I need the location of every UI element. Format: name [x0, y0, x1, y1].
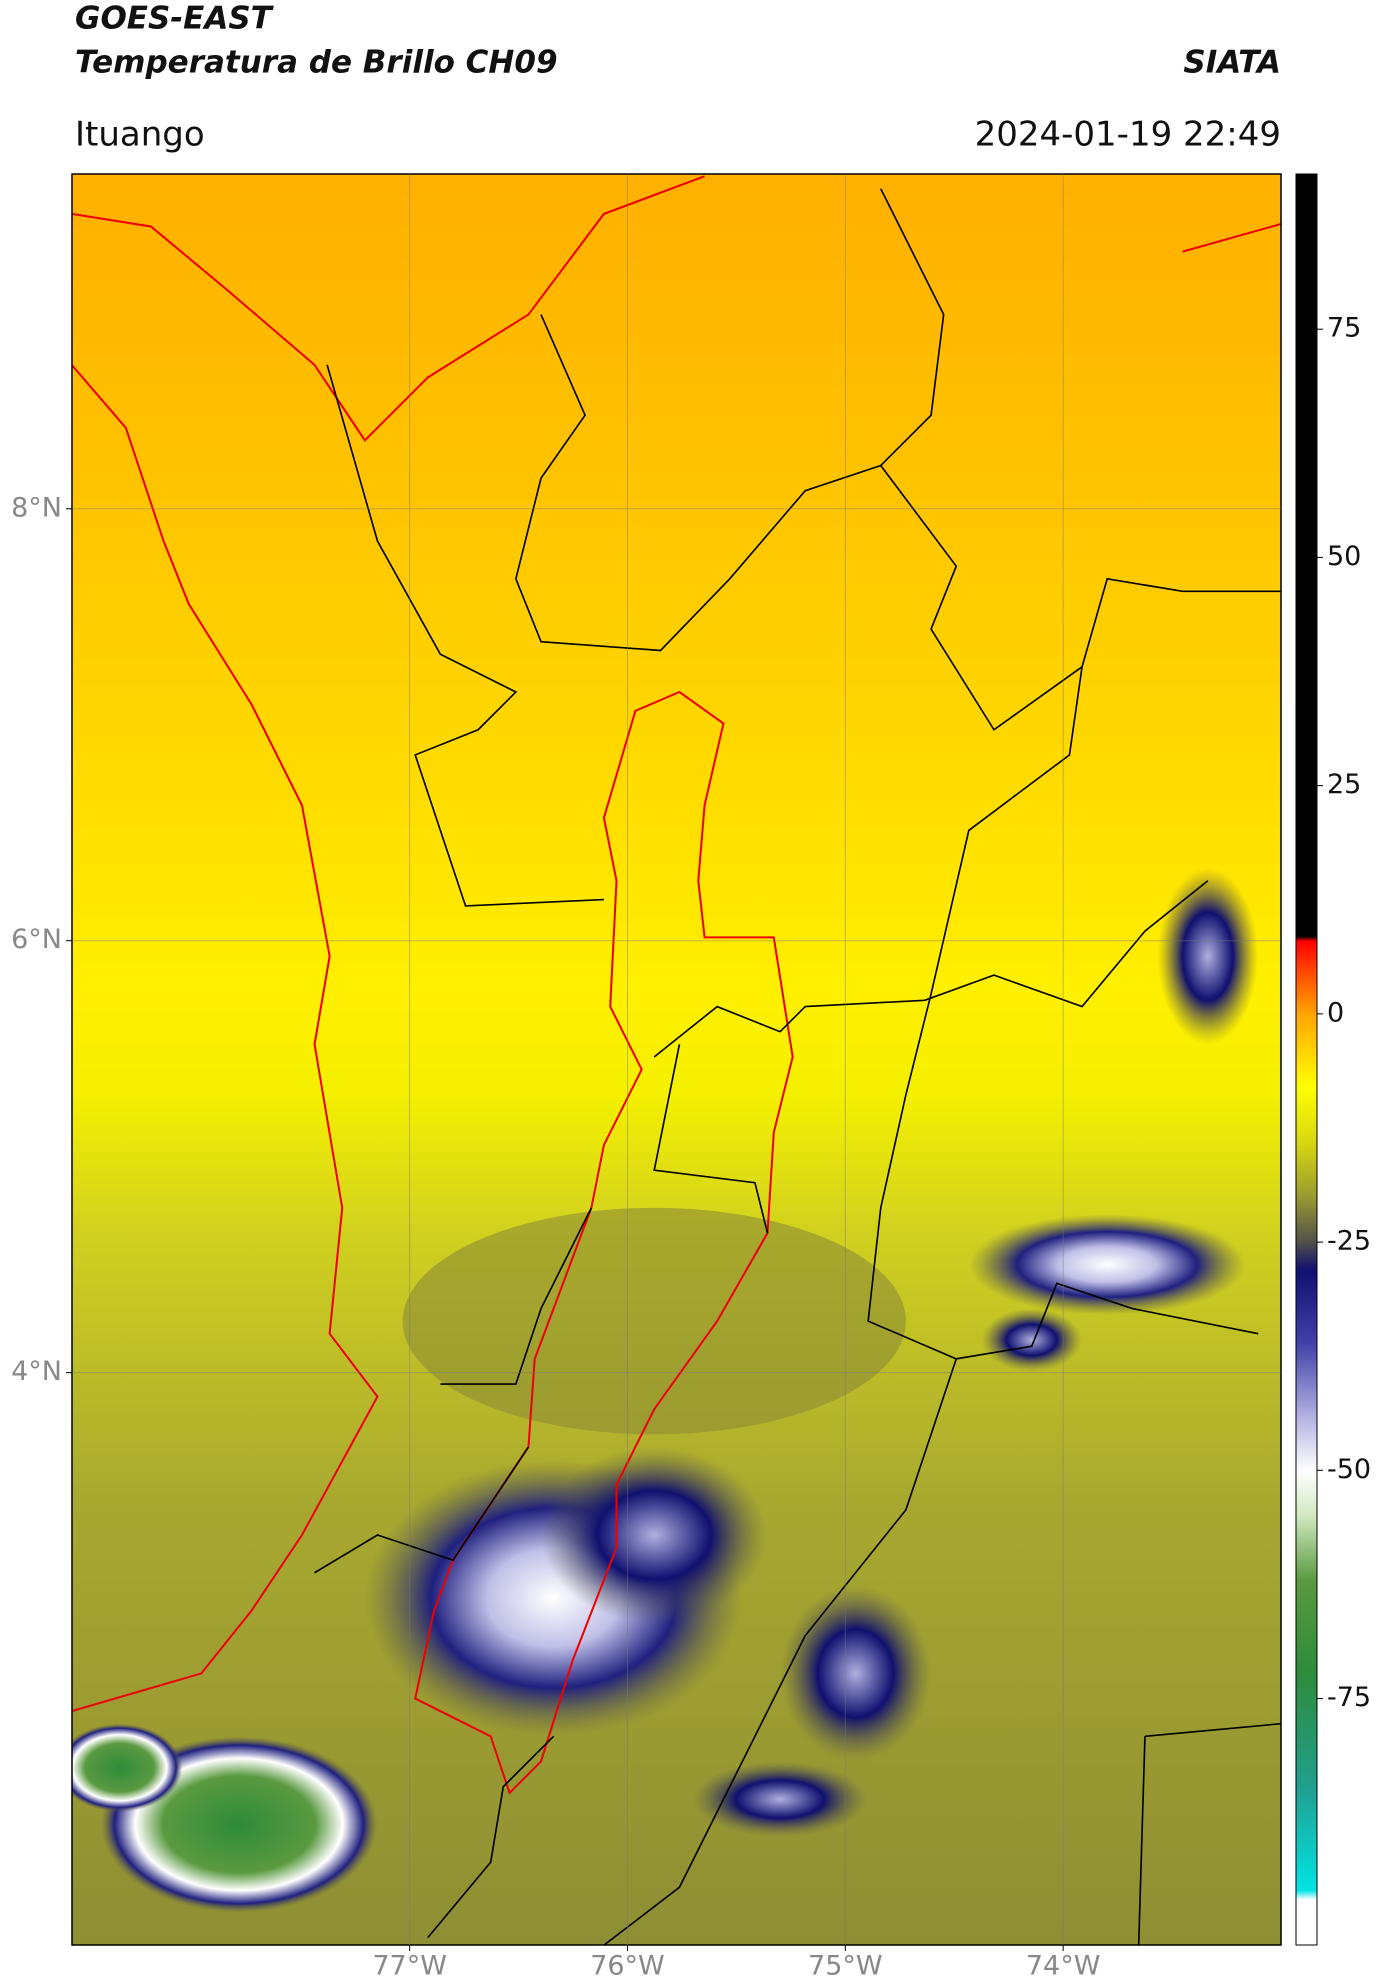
colorbar-frame [1295, 173, 1318, 1946]
y-tick-label: 8°N [11, 492, 62, 523]
x-tick-label: 77°W [372, 1951, 447, 1981]
colorbar-segment [1296, 1013, 1317, 1088]
colorbar-tick-label: 0 [1327, 997, 1344, 1028]
cloud [692, 1761, 869, 1837]
colorbar-segment [1296, 1141, 1317, 1197]
y-tick-label: 4°N [11, 1356, 62, 1387]
colorbar-tick-label: 25 [1327, 769, 1361, 800]
colorbar-segment [1296, 1242, 1317, 1270]
y-tick-label: 6°N [11, 924, 62, 955]
cloud [402, 1207, 906, 1435]
cloud [780, 1585, 932, 1762]
colorbar-segment [1296, 1269, 1317, 1343]
title: GOES-EAST [75, 1, 275, 37]
colorbar-segment [1296, 1890, 1317, 1900]
cloud [71, 1723, 183, 1812]
cloud [1157, 868, 1259, 1045]
colorbar-tick-label: 75 [1327, 313, 1361, 344]
cloud [981, 1308, 1083, 1372]
colorbar-segment [1296, 1342, 1317, 1417]
colorbar-tick-label: -75 [1327, 1682, 1371, 1713]
timestamp: 2024-01-19 22:49 [975, 115, 1281, 155]
admin-border [314, 188, 1281, 1946]
colorbar-segment [1296, 1515, 1317, 1581]
colorbar-segment [1296, 1415, 1317, 1471]
colorbar-segment [1296, 936, 1317, 942]
colorbar-tick-label: -25 [1327, 1226, 1371, 1257]
cloud [541, 1446, 768, 1624]
colorbar-segment [1296, 1086, 1317, 1143]
colorbar-segment [1296, 1899, 1317, 1946]
subtitle: Temperatura de Brillo CH09 [75, 45, 558, 81]
colorbar-segment [1296, 1579, 1317, 1672]
map-image [71, 173, 1281, 1946]
colorbar-segment [1296, 1789, 1317, 1891]
source: SIATA [1183, 45, 1281, 81]
location: Ituango [75, 115, 205, 155]
colorbar-segment [1296, 940, 1317, 969]
colorbar-segment [1296, 174, 1317, 937]
colorbar-segment [1296, 968, 1317, 1015]
cloud [968, 1214, 1246, 1315]
map-frame [71, 173, 1282, 1946]
basin-outline [414, 690, 794, 1795]
colorbar-segment [1296, 1470, 1317, 1517]
x-tick-label: 76°W [590, 1951, 665, 1981]
coastline [71, 175, 1281, 1713]
x-tick-label: 74°W [1026, 1951, 1101, 1981]
colorbar-segment [1296, 1671, 1317, 1791]
colorbar-segment [1296, 1196, 1317, 1243]
colorbar-tick-label: 50 [1327, 541, 1361, 572]
colorbar-tick-label: -50 [1327, 1454, 1371, 1485]
x-tick-label: 75°W [808, 1951, 883, 1981]
